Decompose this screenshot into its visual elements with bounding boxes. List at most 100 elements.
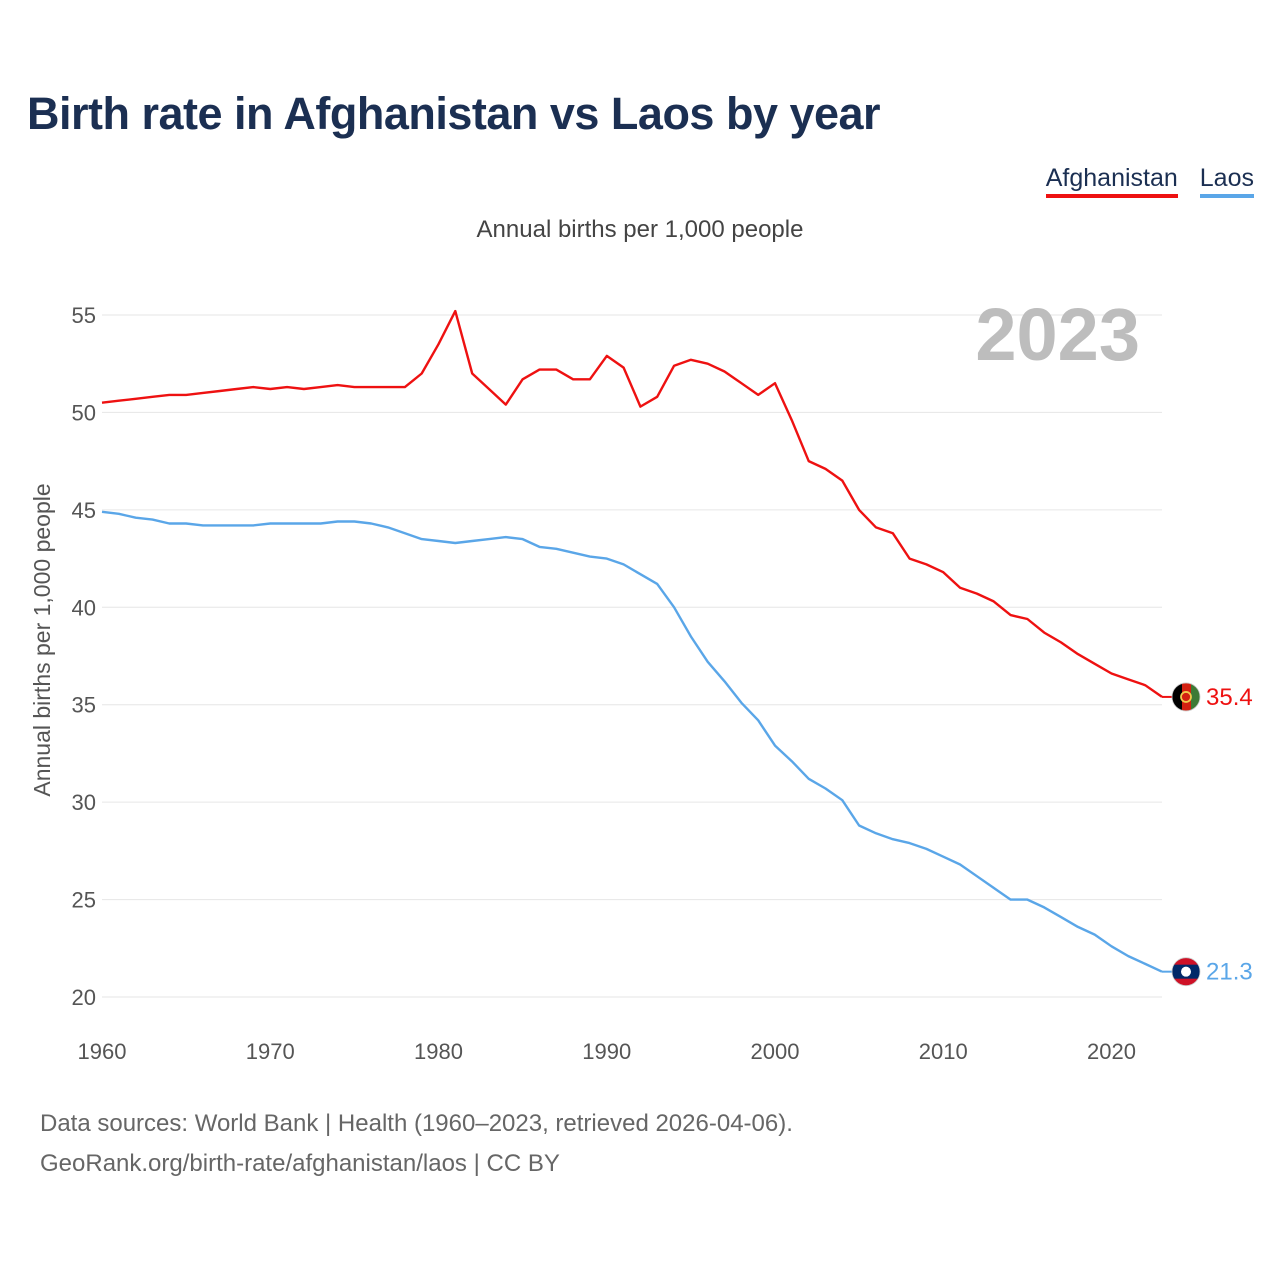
point-afghanistan-1998: [739, 381, 743, 385]
point-afghanistan-2008: [908, 557, 912, 561]
series-line-laos[interactable]: [101, 510, 1163, 973]
chart-title: Birth rate in Afghanistan vs Laos by yea…: [27, 88, 881, 139]
x-tick-label: 2010: [919, 1039, 968, 1064]
point-afghanistan-1995: [689, 358, 693, 362]
point-laos-1985: [521, 537, 525, 541]
y-tick-label: 20: [72, 985, 96, 1010]
point-afghanistan-1981: [453, 309, 457, 313]
point-afghanistan-1965: [184, 393, 188, 397]
point-afghanistan-1986: [537, 368, 541, 372]
legend-item-laos[interactable]: Laos: [1199, 164, 1254, 198]
point-laos-2017: [1059, 915, 1063, 919]
point-laos-1977: [386, 525, 390, 529]
point-laos-2016: [1042, 905, 1046, 909]
point-laos-1993: [655, 582, 659, 586]
point-afghanistan-1963: [150, 395, 154, 399]
point-afghanistan-1980: [437, 342, 441, 346]
footer: Data sources: World Bank | Health (1960–…: [40, 1104, 793, 1184]
point-laos-2004: [840, 798, 844, 802]
point-afghanistan-2011: [958, 586, 962, 590]
point-afghanistan-2005: [857, 508, 861, 512]
x-axis-ticks: 1960 1970 1980 1990 2000 2010 2020: [78, 1039, 1136, 1064]
flag-laos-icon: [1171, 957, 1201, 987]
point-laos-1987: [554, 547, 558, 551]
point-afghanistan-1979: [420, 371, 424, 375]
point-afghanistan-2017: [1059, 640, 1063, 644]
point-laos-1994: [672, 605, 676, 609]
point-laos-1999: [756, 718, 760, 722]
point-laos-1961: [117, 512, 121, 516]
point-afghanistan-1971: [285, 385, 289, 389]
point-laos-1965: [184, 521, 188, 525]
point-laos-2003: [823, 787, 827, 791]
point-laos-2012: [975, 874, 979, 878]
x-tick-label: 1980: [414, 1039, 463, 1064]
y-tick-label: 35: [72, 693, 96, 718]
series-line-afghanistan[interactable]: [101, 309, 1163, 698]
point-laos-1982: [470, 539, 474, 543]
point-laos-2014: [1009, 898, 1013, 902]
point-laos-1980: [437, 539, 441, 543]
point-laos-1960: [100, 510, 104, 514]
point-afghanistan-2010: [941, 570, 945, 574]
point-laos-1991: [622, 562, 626, 566]
point-laos-1978: [403, 531, 407, 535]
point-laos-1995: [689, 635, 693, 639]
y-tick-label: 55: [72, 303, 96, 328]
point-afghanistan-1966: [201, 391, 205, 395]
point-afghanistan-1983: [487, 387, 491, 391]
point-afghanistan-1988: [571, 377, 575, 381]
point-afghanistan-1991: [622, 366, 626, 370]
point-laos-2013: [992, 886, 996, 890]
end-markers: 35.4 21.3: [1162, 682, 1253, 987]
y-tick-label: 30: [72, 790, 96, 815]
point-afghanistan-1977: [386, 385, 390, 389]
point-afghanistan-2022: [1143, 683, 1147, 687]
point-laos-1974: [336, 520, 340, 524]
point-laos-1968: [235, 523, 239, 527]
point-laos-2010: [941, 855, 945, 859]
point-laos-2002: [807, 777, 811, 781]
point-afghanistan-2004: [840, 479, 844, 483]
point-afghanistan-1982: [470, 371, 474, 375]
point-laos-2005: [857, 824, 861, 828]
point-laos-1979: [420, 537, 424, 541]
point-afghanistan-1999: [756, 393, 760, 397]
y-tick-label: 40: [72, 595, 96, 620]
point-afghanistan-1976: [369, 385, 373, 389]
point-laos-2022: [1143, 962, 1147, 966]
point-afghanistan-2006: [874, 525, 878, 529]
point-laos-2020: [1110, 944, 1114, 948]
series-lines: [100, 309, 1163, 973]
point-afghanistan-1993: [655, 395, 659, 399]
end-value-label-laos: 21.3: [1206, 959, 1253, 986]
point-laos-1998: [739, 701, 743, 705]
point-laos-1962: [134, 516, 138, 520]
point-laos-2001: [790, 759, 794, 763]
point-afghanistan-2003: [823, 467, 827, 471]
point-laos-1971: [285, 521, 289, 525]
point-laos-2021: [1126, 954, 1130, 958]
flag-afghanistan-icon: [1171, 682, 1201, 712]
point-afghanistan-1974: [336, 383, 340, 387]
point-afghanistan-1973: [319, 385, 323, 389]
point-afghanistan-1961: [117, 399, 121, 403]
point-laos-2000: [773, 744, 777, 748]
point-laos-1983: [487, 537, 491, 541]
source-url[interactable]: GeoRank.org/birth-rate/afghanistan/laos …: [40, 1150, 560, 1177]
y-axis-ticks: 20 25 30 35 40 45 50 55: [72, 303, 96, 1010]
x-tick-label: 1990: [582, 1039, 631, 1064]
point-laos-1986: [537, 545, 541, 549]
point-laos-1988: [571, 551, 575, 555]
point-laos-1976: [369, 521, 373, 525]
point-afghanistan-2012: [975, 592, 979, 596]
point-afghanistan-1989: [588, 377, 592, 381]
point-laos-2018: [1076, 925, 1080, 929]
point-afghanistan-2000: [773, 381, 777, 385]
point-afghanistan-1968: [235, 387, 239, 391]
legend-item-afghanistan[interactable]: Afghanistan: [1045, 164, 1178, 198]
point-afghanistan-1997: [723, 370, 727, 374]
point-laos-2011: [958, 862, 962, 866]
point-afghanistan-2016: [1042, 631, 1046, 635]
